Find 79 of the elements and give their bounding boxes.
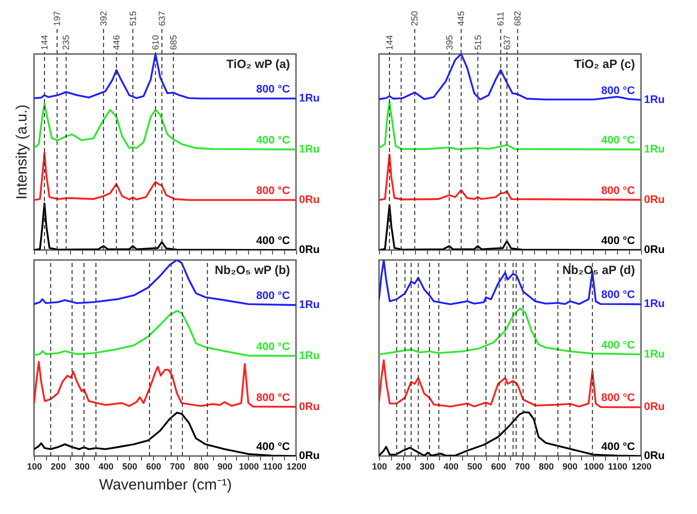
x-tick-label: 200: [50, 462, 66, 472]
chart-title: TiO₂ wP (a): [226, 57, 290, 71]
x-tick-label: 600: [146, 462, 162, 472]
series-label: 800 °C: [601, 84, 636, 97]
series-label: 800 °C: [601, 184, 636, 197]
series-label: 800 °C: [601, 289, 636, 302]
text: 1Ru: [644, 348, 665, 360]
text: 0Ru: [299, 194, 320, 206]
x-tick-label: 1200: [631, 462, 652, 472]
x-tick-label: 1100: [262, 462, 282, 472]
ref-line-label: 446: [111, 34, 122, 50]
ref-line-label: 611: [496, 12, 506, 26]
series-label: 400 °C: [601, 134, 636, 146]
ref-line-label: 144: [39, 34, 50, 50]
series-label: 400 °C: [256, 340, 290, 353]
series-label: 800 °C: [601, 392, 636, 404]
series-label: 800 °C: [256, 392, 290, 404]
ref-line-label: 144: [384, 34, 394, 50]
x-tick-label: 500: [122, 462, 138, 472]
x-tick-label: 700: [514, 462, 530, 472]
ref-line-label: 637: [502, 34, 512, 50]
text: 0Ru: [644, 401, 665, 414]
ref-line-label: 250: [410, 10, 420, 26]
x-tick-label: 300: [420, 462, 435, 472]
x-tick-label: 1000: [238, 462, 259, 472]
chart-title: Nb₂O₅ aP (d): [562, 263, 635, 277]
y-axis-title: Intensity (a.u.): [14, 104, 30, 200]
text: 1Ru: [299, 350, 320, 362]
x-tick-label: 500: [467, 462, 482, 472]
x-tick-label: 700: [170, 462, 185, 472]
text: 1Ru: [644, 94, 665, 106]
text: 1Ru: [299, 143, 320, 156]
text: 1Ru: [644, 143, 665, 156]
series-label: 800 °C: [256, 83, 290, 96]
series-label: 400 °C: [256, 134, 290, 146]
ref-line-label: 197: [52, 10, 62, 26]
text: 0Ru: [644, 450, 665, 462]
ref-line-label: 610: [150, 34, 160, 50]
ref-line-label: 235: [61, 34, 72, 50]
chart-title: Nb₂O₅ wP (b): [214, 263, 290, 277]
x-tick-label: 1200: [286, 462, 307, 472]
ref-line-label: 445: [456, 10, 466, 26]
x-tick-label: 900: [218, 462, 233, 472]
series-label: 400 °C: [256, 235, 290, 247]
text: 0Ru: [299, 400, 320, 413]
chart-title: TiO₂ aP (c): [574, 57, 635, 71]
x-axis-title: Wavenumber (cm⁻¹): [99, 476, 232, 494]
text: 0Ru: [644, 244, 665, 256]
text: 0Ru: [299, 450, 320, 462]
x-tick-label: 800: [194, 462, 209, 472]
ref-line-label: 685: [168, 34, 178, 50]
series-label: 400 °C: [601, 235, 636, 247]
x-tick-label: 900: [562, 462, 578, 472]
x-tick-label: 1100: [608, 462, 628, 472]
x-tick-label: 400: [98, 462, 114, 472]
text: 1Ru: [299, 92, 320, 104]
series-label: 800 °C: [256, 290, 290, 302]
x-tick-label: 600: [491, 462, 506, 472]
series-label: 400 °C: [601, 339, 636, 352]
ref-line-label: 395: [444, 34, 454, 50]
x-tick-label: 100: [26, 462, 42, 472]
text: 1Ru: [644, 298, 665, 310]
x-tick-label: 800: [538, 462, 554, 472]
ref-line-label: 637: [156, 10, 167, 26]
text: 1Ru: [299, 299, 320, 312]
text: 0Ru: [644, 194, 665, 206]
series-label: 800 °C: [256, 185, 290, 198]
series-label: 400 °C: [256, 441, 290, 453]
x-tick-label: 400: [443, 462, 458, 472]
ref-line-label: 515: [472, 34, 483, 50]
x-tick-label: 100: [372, 462, 388, 472]
series-label: 400 °C: [601, 441, 636, 453]
x-tick-label: 200: [396, 462, 411, 472]
ref-line-label: 515: [128, 10, 138, 26]
ref-line-label: 392: [98, 10, 109, 26]
ref-line-label: 682: [512, 10, 523, 26]
text: 0Ru: [299, 244, 320, 256]
x-tick-label: 300: [74, 462, 90, 472]
x-tick-label: 1000: [584, 462, 604, 472]
